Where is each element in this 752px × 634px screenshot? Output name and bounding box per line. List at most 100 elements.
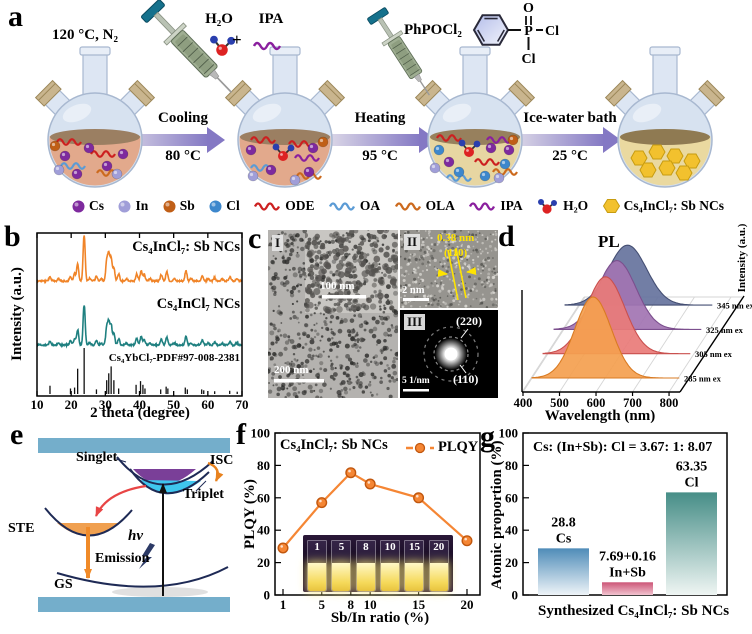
step-heating-label: Heating	[354, 110, 406, 126]
atomic-ytick-label: 20	[505, 555, 518, 570]
pl-title: PL	[598, 232, 620, 251]
legend-item-label: Cl	[226, 198, 240, 213]
panel-label-b: b	[4, 220, 21, 253]
vial-label: 1	[314, 541, 320, 553]
pl-tick-label: 400	[514, 396, 533, 410]
plqy-ytick-label: 0	[264, 588, 271, 603]
plqy-ylabel: PLQY (%)	[242, 479, 258, 549]
legend-item-OLA: OLA	[394, 198, 455, 214]
tem-scalebar-100nm-label: 100 nm	[320, 280, 355, 292]
plqy-ytick-label: 80	[257, 458, 270, 473]
step-cooling-temp: 80 °C	[165, 148, 201, 164]
xrd-reference-label: Cs₄YbCl₇-PDF#97-008-2381	[108, 352, 240, 364]
legend-item-Cl: Cl	[209, 198, 240, 214]
reagent-legend: Cs In Sb Cl ODE OA OLA IPA H₂O Cs₄InCl₇: Sb NCs	[72, 192, 724, 220]
plqy-ytick-label: 20	[257, 555, 270, 570]
tem-scalebar-200nm-label: 200 nm	[274, 364, 309, 376]
vial-liquid	[429, 562, 448, 591]
structure-atom-label: Cl	[522, 52, 536, 67]
structure-atom-label: P	[524, 24, 533, 39]
vial-1: 1	[307, 540, 328, 592]
xrd-tick-label: 20	[65, 397, 78, 412]
plqy-ytick-label: 100	[251, 426, 271, 441]
plus-sign: +	[232, 30, 242, 49]
pl-tick-label: 700	[623, 396, 642, 410]
pl-series-label: 345 nm ex	[717, 301, 752, 311]
xrd-tick-label: 30	[99, 397, 112, 412]
OA-wave-icon	[328, 201, 355, 211]
vial-8: 8	[355, 540, 376, 592]
atomic-bar-Cl	[666, 492, 717, 595]
vial-label: 10	[384, 541, 396, 553]
reaction-condition-label: 120 °C, N₂	[52, 27, 118, 43]
isc-label: ISC	[210, 453, 234, 468]
vial-liquid	[405, 562, 424, 591]
ipa-label: IPA	[258, 11, 284, 27]
vial-liquid	[381, 562, 400, 591]
xrd-xlabel: 2 theta (degree)	[90, 405, 190, 421]
bar-value-label: 28.8	[551, 515, 576, 530]
legend-item-Sb: Sb	[163, 198, 195, 214]
nanocrystal-hexagon-icon	[602, 199, 620, 213]
bar-category-label: In+Sb	[609, 565, 646, 580]
tem-roman-3: III	[404, 314, 426, 330]
vial-label: 8	[363, 541, 369, 553]
pl-tick-label: 800	[660, 396, 679, 410]
ratio-title: Cs: (In+Sb): Cl = 3.67: 1: 8.07	[533, 440, 713, 455]
singlet-label: Singlet	[76, 450, 118, 465]
legend-item-label: Cs₄InCl₇: Sb NCs	[623, 198, 724, 213]
Cs-sphere-icon	[72, 200, 85, 212]
plqy-xlabel: Sb/In ratio (%)	[330, 610, 430, 626]
atomic-ytick-label: 100	[499, 426, 519, 441]
triplet-label: Triplet	[183, 487, 224, 502]
atomic-ytick-label: 80	[505, 458, 518, 473]
vial-liquid	[308, 562, 327, 591]
step-icebath-label: Ice-water bath	[523, 110, 617, 126]
atomic-xlabel: Synthesized Cs₄InCl₇: Sb NCs	[538, 603, 730, 619]
saed-scalebar-label: 5 1/nm	[402, 376, 430, 386]
Cl-sphere-icon	[209, 200, 222, 212]
legend-item-H-O: H₂O	[537, 198, 588, 215]
pl-series-label: 325 nm ex	[706, 325, 744, 335]
legend-item-label: OLA	[425, 198, 455, 213]
ODE-wave-icon	[254, 201, 281, 211]
panel-label-c: c	[248, 222, 262, 255]
panel-label-f: f	[236, 418, 246, 451]
pl-tick-label: 600	[587, 396, 606, 410]
pl-xlabel: Wavelength (nm)	[544, 408, 656, 424]
panel-label-g: g	[480, 420, 495, 453]
vial-15: 15	[404, 540, 425, 592]
h2o-label: H₂O	[205, 11, 233, 27]
legend-item-Cs: Cs	[72, 198, 104, 214]
OLA-wave-icon	[394, 201, 421, 211]
xrd-tick-label: 50	[167, 397, 180, 412]
hrtem-dspacing-label: 0.38 nm	[437, 232, 475, 244]
panel-label-e: e	[10, 418, 24, 451]
plqy-ytick-label: 60	[257, 490, 270, 505]
vial-label: 20	[433, 541, 445, 553]
legend-item-In: In	[118, 198, 148, 214]
plqy-xtick-label: 1	[280, 597, 287, 612]
atomic-ylabel: Atomic proportion (%)	[489, 440, 505, 590]
plqy-legend-icon	[406, 442, 434, 453]
bar-category-label: Cl	[685, 475, 699, 490]
legend-item-label: Sb	[179, 198, 195, 213]
legend-item-label: ODE	[285, 198, 315, 213]
vial-20: 20	[428, 540, 449, 592]
plqy-legend-label: PLQY	[438, 439, 479, 455]
xrd-tick-label: 70	[236, 397, 249, 412]
saed-plane-110-label: (110)	[453, 372, 479, 386]
plqy-xtick-label: 5	[318, 597, 325, 612]
plqy-xtick-label: 8	[348, 597, 355, 612]
xrd-tick-label: 60	[201, 397, 214, 412]
bar-value-label: 7.69+0.16	[599, 549, 656, 564]
legend-item-Cs-InCl-Sb-NCs: Cs₄InCl₇: Sb NCs	[602, 198, 724, 214]
vial-photo-inset: 1 5 8 10 15 20	[303, 535, 453, 592]
plqy-xtick-label: 15	[412, 597, 426, 612]
legend-item-label: Cs	[89, 198, 105, 213]
gs-label: GS	[54, 577, 73, 592]
vial-liquid	[332, 562, 351, 591]
legend-item-label: In	[135, 198, 149, 213]
